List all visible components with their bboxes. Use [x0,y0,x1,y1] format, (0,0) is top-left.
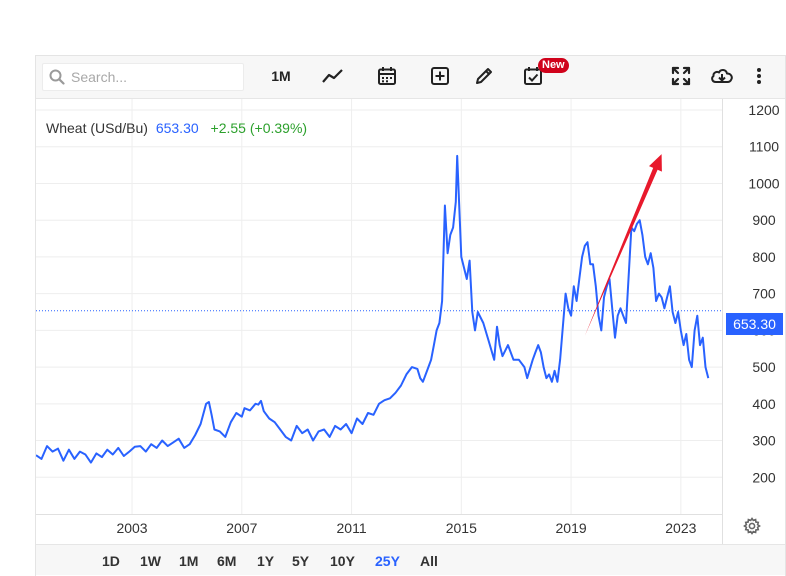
add-indicator-button[interactable] [429,64,451,88]
y-tick-label: 1100 [749,139,779,155]
y-tick-label: 500 [752,359,776,375]
range-button-1w[interactable]: 1W [140,553,161,569]
fullscreen-icon [671,66,691,86]
y-tick-label: 900 [752,212,776,228]
search-box[interactable] [42,63,244,91]
y-tick-label: 400 [752,396,776,412]
chart-type-button[interactable] [321,64,345,88]
download-button[interactable] [710,64,734,88]
line-chart-icon [322,69,343,83]
annotation-arrow [584,154,662,336]
more-button[interactable] [752,64,766,88]
range-button-1d[interactable]: 1D [102,553,120,569]
events-button[interactable] [522,64,544,88]
y-tick-label: 1000 [748,175,779,191]
price-chart: 2003004005006007008009001000110012002003… [36,98,780,544]
compare-button[interactable] [376,64,398,88]
range-button-10y[interactable]: 10Y [330,553,355,569]
y-tick-label: 300 [752,433,776,449]
y-tick-label: 700 [752,286,776,302]
series-line-wheat [36,154,710,464]
download-icon [711,69,733,83]
calendar-check-icon [524,67,542,85]
range-button-1m[interactable]: 1M [179,553,199,569]
new-badge: New [538,58,569,73]
range-bar: 1D 1W 1M 6M 1Y 5Y 10Y 25Y All [36,544,785,575]
x-tick-label: 2007 [226,520,257,536]
draw-button[interactable] [473,64,495,88]
y-tick-label: 1200 [748,102,779,118]
x-tick-label: 2003 [116,520,147,536]
x-tick-label: 2015 [446,520,477,536]
range-button-6m[interactable]: 6M [217,553,237,569]
more-icon [757,68,761,84]
legend-change: +2.55 (+0.39%) [210,120,308,136]
legend-name: Wheat (USd/Bu) [46,120,148,136]
search-icon [49,69,65,85]
range-button-5y[interactable]: 5Y [292,553,310,569]
x-tick-label: 2011 [337,520,367,536]
last-price-tag: 653.30 [726,313,783,335]
chart-toolbar: 1M [36,56,785,99]
x-tick-label: 2019 [556,520,587,536]
range-button-all[interactable]: All [420,553,438,569]
y-tick-label: 200 [752,469,776,485]
y-tick-label: 800 [752,249,776,265]
fullscreen-button[interactable] [670,64,692,88]
chart-legend: Wheat (USd/Bu) 653.30 +2.55 (+0.39%) [46,120,307,136]
range-button-25y[interactable]: 25Y [375,553,400,569]
gear-icon[interactable] [743,517,761,535]
add-indicator-icon [431,67,449,85]
calendar-icon [378,67,396,85]
range-button-1y[interactable]: 1Y [257,553,275,569]
chart-widget: 2003004005006007008009001000110012002003… [35,55,786,576]
period-button[interactable]: 1M [271,68,291,84]
legend-value: 653.30 [155,120,199,136]
x-tick-label: 2023 [665,520,696,536]
search-input[interactable] [69,68,233,86]
draw-icon [476,68,492,84]
